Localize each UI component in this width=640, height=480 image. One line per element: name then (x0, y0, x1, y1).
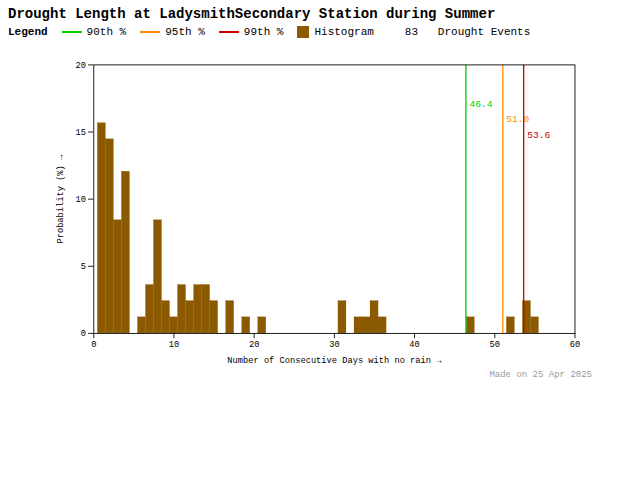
svg-text:0: 0 (81, 329, 86, 339)
svg-text:0: 0 (91, 340, 96, 350)
html-text:Made on 25 Apr 2025: Made on 25 Apr 2025 (489, 369, 592, 380)
svg-text:20: 20 (75, 61, 85, 71)
html-text:99th %: 99th % (243, 26, 284, 38)
svg-text:30: 30 (329, 340, 339, 350)
svg-text:20: 20 (249, 340, 259, 350)
svg-text:15: 15 (75, 128, 85, 138)
html-text:95th %: 95th % (165, 26, 205, 38)
svg-text:40: 40 (409, 340, 419, 350)
svg-text:10: 10 (169, 340, 179, 350)
svg-text:10: 10 (75, 195, 85, 205)
html-text:Drought Length at LadysmithSec: Drought Length at LadysmithSecondary Sta… (8, 6, 496, 22)
html-text:Histogram: Histogram (314, 26, 374, 38)
html-text:90th %: 90th % (86, 26, 127, 38)
svg-text:Number of Consecutive Days wit: Number of Consecutive Days with no rain … (227, 356, 442, 366)
svg-text:5: 5 (81, 262, 86, 272)
svg-text:60: 60 (570, 340, 580, 350)
html-text:83 Drought Events: 83 Drought Events (404, 26, 531, 38)
html-text:Legend: Legend (8, 26, 48, 38)
svg-text:46.4: 46.4 (469, 99, 492, 110)
svg-text:Probability (%) →: Probability (%) → (56, 154, 66, 244)
svg-text:51.0: 51.0 (506, 114, 529, 125)
svg-text:50: 50 (490, 340, 500, 350)
svg-text:53.6: 53.6 (527, 130, 550, 141)
